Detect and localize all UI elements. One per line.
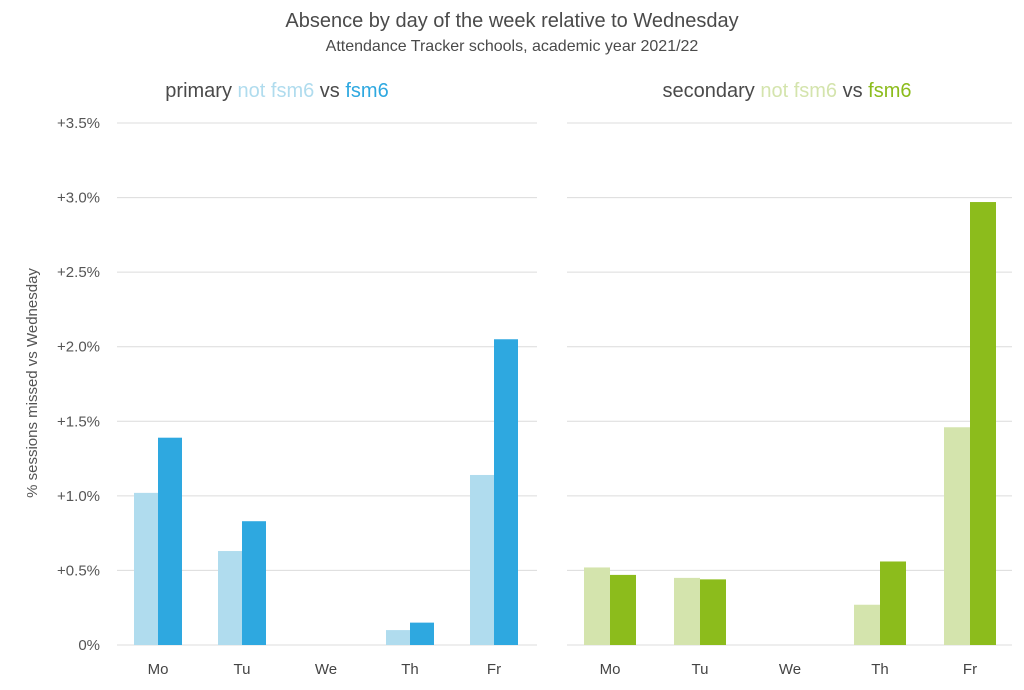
panel-title-primary-series-b: fsm6 [345, 80, 388, 102]
panel-title-primary-prefix: primary [165, 80, 237, 102]
x-tick-label-primary: Mo [148, 661, 169, 678]
panel-title-secondary-series-b: fsm6 [868, 80, 911, 102]
bar-primary-th-fsm6 [410, 622, 434, 645]
x-tick-label-secondary: Th [871, 661, 889, 678]
bar-secondary-fr-not-fsm6 [944, 427, 970, 645]
plot-area: 0% +0.5% +1.0% +1.5% +2.0% +2.5% +3.0% +3.5% Mo T… [57, 115, 1012, 678]
y-tick-label: +2.5% [57, 264, 100, 281]
x-tick-label-primary: Fr [487, 661, 501, 678]
y-tick-label: +0.5% [57, 562, 100, 579]
panel-title-secondary: secondary not fsm6 vs fsm6 [662, 80, 911, 102]
x-tick-label-primary: Tu [234, 661, 251, 678]
bar-secondary-th-not-fsm6 [854, 604, 880, 645]
x-tick-label-secondary: Tu [692, 661, 709, 678]
panel-title-secondary-middle: vs [837, 80, 868, 102]
bar-primary-mo-fsm6 [158, 437, 182, 645]
chart-title: Absence by day of the week relative to W… [285, 10, 738, 32]
bar-secondary-mo-fsm6 [610, 574, 636, 645]
x-tick-label-secondary: Fr [963, 661, 977, 678]
chart-subtitle: Attendance Tracker schools, academic yea… [326, 38, 699, 55]
x-tick-label-primary: We [315, 661, 337, 678]
y-tick-label: +1.5% [57, 413, 100, 430]
y-tick-label: 0% [78, 637, 100, 654]
bar-primary-th-not-fsm6 [386, 630, 410, 645]
x-tick-label-secondary: Mo [600, 661, 621, 678]
y-tick-label: +2.0% [57, 339, 100, 356]
bar-secondary-mo-not-fsm6 [584, 567, 610, 645]
y-tick-label: +3.5% [57, 115, 100, 132]
bar-primary-tu-fsm6 [242, 521, 266, 645]
panel-title-primary-middle: vs [314, 80, 345, 102]
bar-primary-fr-fsm6 [494, 339, 518, 645]
panel-title-primary: primary not fsm6 vs fsm6 [165, 80, 388, 102]
y-tick-label: +3.0% [57, 190, 100, 207]
panel-title-secondary-prefix: secondary [662, 80, 760, 102]
x-tick-label-primary: Th [401, 661, 419, 678]
bar-primary-mo-not-fsm6 [134, 492, 158, 645]
y-tick-label: +1.0% [57, 488, 100, 505]
y-axis-label: % sessions missed vs Wednesday [24, 268, 41, 498]
bar-secondary-tu-fsm6 [700, 579, 726, 645]
panel-title-secondary-series-a: not fsm6 [760, 80, 837, 102]
bar-secondary-tu-not-fsm6 [674, 577, 700, 645]
bar-secondary-th-fsm6 [880, 561, 906, 645]
bar-primary-tu-not-fsm6 [218, 551, 242, 645]
panel-title-primary-series-a: not fsm6 [238, 80, 315, 102]
bar-primary-fr-not-fsm6 [470, 474, 494, 645]
x-tick-label-secondary: We [779, 661, 801, 678]
bar-secondary-fr-fsm6 [970, 202, 996, 645]
